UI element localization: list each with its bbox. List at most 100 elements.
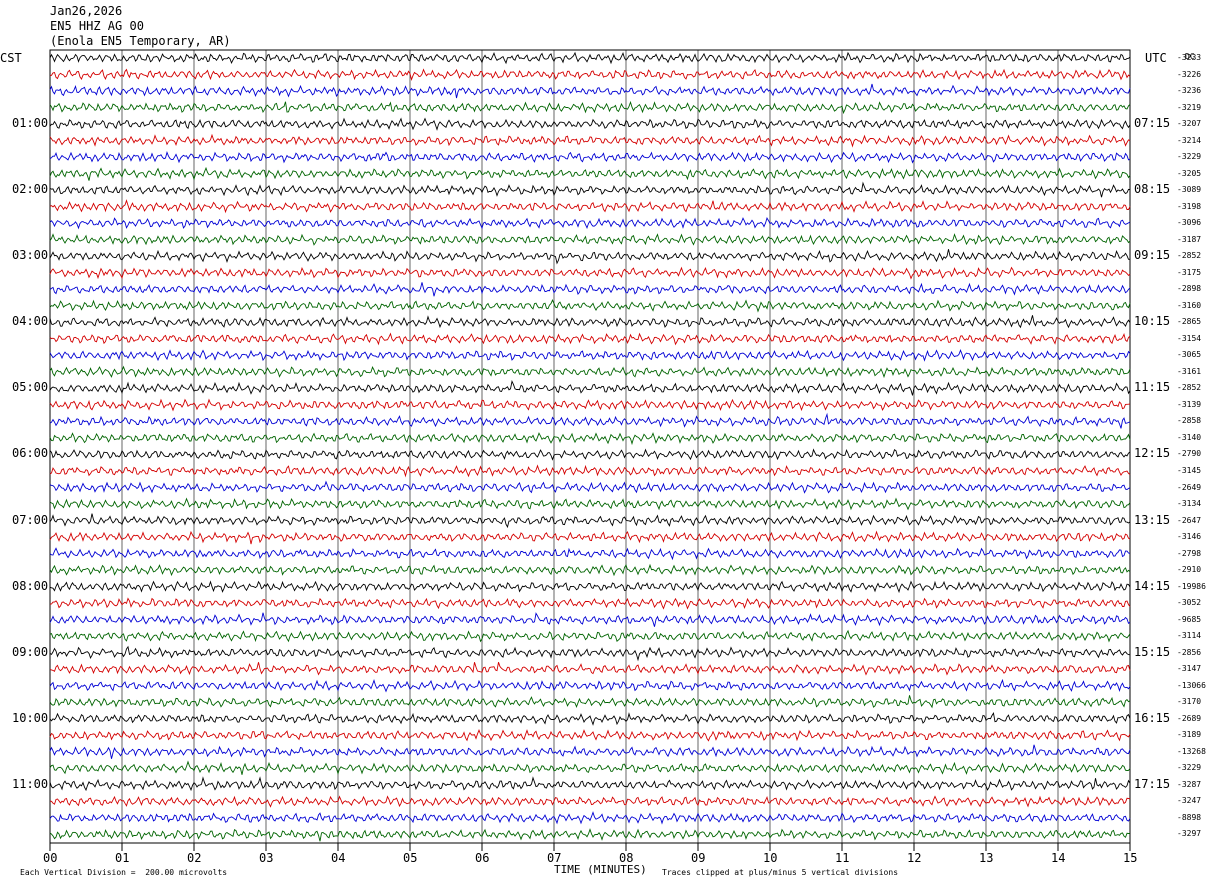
seismic-trace — [49, 68, 1131, 81]
dc-offset-label: -3170 — [1177, 697, 1202, 707]
seismic-trace — [49, 448, 1131, 461]
cst-hour-label: 03:00 — [12, 248, 49, 263]
utc-hour-label: 07:15 — [1134, 116, 1171, 131]
seismic-trace — [49, 181, 1131, 198]
utc-hour-label: 08:15 — [1134, 182, 1171, 197]
seismic-trace — [49, 233, 1131, 246]
x-tick-label: 07 — [547, 851, 562, 865]
station-label: EN5 HHZ AG 00 — [50, 19, 144, 33]
seismic-trace — [49, 166, 1131, 181]
x-tick-label: 03 — [259, 851, 274, 865]
dc-offset-label: -3187 — [1177, 234, 1202, 244]
right-timezone-label: UTC — [1145, 51, 1167, 65]
seismic-trace — [49, 315, 1131, 329]
seismic-trace — [49, 513, 1131, 529]
utc-hour-label: 13:15 — [1134, 512, 1171, 527]
seismic-trace — [49, 795, 1131, 808]
cst-hour-label: 06:00 — [12, 446, 49, 461]
dc-offset-label: -2790 — [1177, 449, 1202, 459]
x-tick-label: 06 — [475, 851, 490, 865]
dc-offset-label: -9685 — [1177, 614, 1202, 624]
dc-offset-label: -2865 — [1177, 317, 1202, 327]
x-tick-label: 15 — [1123, 851, 1138, 865]
dc-offset-label: -13268 — [1177, 746, 1206, 756]
seismic-trace — [49, 464, 1131, 478]
seismic-trace — [49, 712, 1131, 726]
utc-hour-label: 12:15 — [1134, 446, 1171, 461]
dc-offset-label: -2798 — [1177, 548, 1202, 558]
seismic-trace — [49, 298, 1131, 313]
seismic-trace — [49, 497, 1131, 511]
dc-offset-label: -2647 — [1177, 515, 1202, 525]
seismic-trace — [49, 645, 1131, 662]
cst-hour-label: 10:00 — [12, 710, 49, 725]
seismic-trace — [49, 199, 1131, 214]
seismic-trace — [49, 695, 1131, 709]
dc-offset-label: -3214 — [1177, 135, 1202, 145]
seismic-trace — [49, 51, 1131, 65]
dc-offset-label: -3052 — [1177, 598, 1202, 608]
location-label: (Enola EN5 Temporary, AR) — [50, 34, 231, 48]
seismic-trace — [49, 597, 1131, 610]
x-tick-label: 05 — [403, 851, 418, 865]
seismic-trace — [49, 629, 1131, 643]
seismic-trace — [49, 612, 1131, 627]
seismic-trace — [49, 365, 1131, 379]
utc-hour-label: 09:15 — [1134, 248, 1171, 263]
dc-offset-label: -3147 — [1177, 664, 1202, 674]
x-tick-label: 11 — [835, 851, 850, 865]
plot-frame — [49, 49, 1131, 844]
seismic-trace — [49, 100, 1131, 115]
seismic-trace — [49, 412, 1131, 429]
dc-offset-label: -2852 — [1177, 383, 1202, 393]
dc-offset-label: -2910 — [1177, 565, 1202, 575]
utc-hour-label: 17:15 — [1134, 776, 1171, 791]
seismic-trace — [49, 266, 1131, 280]
dc-offset-label: -3089 — [1177, 185, 1202, 195]
cst-hour-label: 02:00 — [12, 182, 49, 197]
dc-offset-label: -3247 — [1177, 796, 1202, 806]
dc-offset-label: -3207 — [1177, 119, 1202, 129]
dc-offset-label: -3229 — [1177, 152, 1202, 162]
x-tick-label: 00 — [43, 851, 58, 865]
dc-offset-label: -3297 — [1177, 829, 1202, 839]
dc-offset-label: -3161 — [1177, 366, 1202, 376]
x-axis-title: TIME (MINUTES) — [554, 863, 647, 876]
cst-hour-label: 05:00 — [12, 380, 49, 395]
dc-offset-label: -3145 — [1177, 466, 1202, 475]
dc-offset-label: -3114 — [1177, 631, 1202, 641]
dc-offset-label: -3154 — [1177, 333, 1202, 343]
seismic-trace — [49, 828, 1130, 842]
dc-offset-label: -3226 — [1177, 69, 1202, 79]
seismic-trace — [49, 216, 1131, 230]
dc-offset-label: -3096 — [1177, 218, 1202, 228]
seismic-trace — [49, 760, 1131, 775]
utc-hour-label: 16:15 — [1134, 710, 1171, 725]
cst-hour-label: 07:00 — [12, 512, 49, 527]
clip-note: Traces clipped at plus/minus 5 vertical … — [662, 868, 899, 877]
seismic-trace — [49, 563, 1131, 577]
x-tick-label: 14 — [1051, 851, 1066, 865]
dc-label: DC — [1185, 52, 1195, 61]
utc-hour-label: 11:15 — [1134, 380, 1171, 395]
dc-offset-label: -3140 — [1177, 432, 1202, 442]
cst-hour-label: 04:00 — [12, 314, 49, 329]
dc-offset-label: -3146 — [1177, 532, 1202, 542]
scale-note: Each Vertical Division = 200.00 microvol… — [20, 868, 228, 877]
seismic-trace — [49, 530, 1131, 545]
x-tick-label: 02 — [187, 851, 202, 865]
seismic-trace — [49, 332, 1131, 346]
dc-offset-label: -3229 — [1177, 763, 1202, 773]
x-tick-label: 08 — [619, 851, 634, 865]
cst-hour-label: 11:00 — [12, 776, 49, 791]
x-tick-label: 04 — [331, 851, 346, 865]
dc-offset-label: -3175 — [1177, 267, 1202, 277]
seismic-trace — [49, 150, 1131, 164]
dc-offset-label: -2898 — [1177, 284, 1202, 294]
dc-offset-label: -3134 — [1177, 499, 1202, 509]
seismic-trace — [49, 83, 1131, 99]
seismic-trace — [49, 662, 1131, 676]
cst-hour-label: 09:00 — [12, 644, 49, 659]
dc-offset-label: -3219 — [1177, 102, 1202, 112]
